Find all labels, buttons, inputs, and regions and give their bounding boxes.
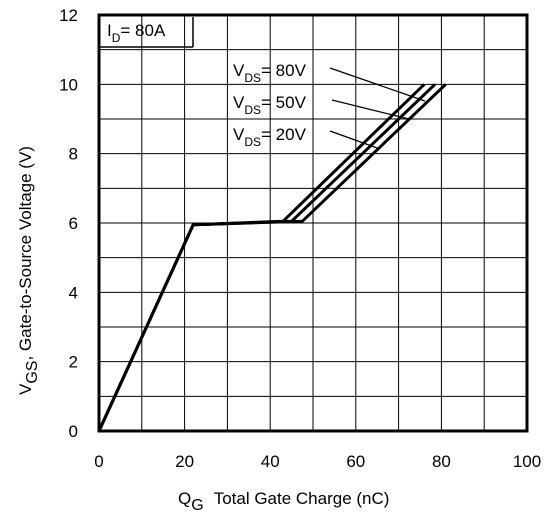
- svg-text:VDS= 50V: VDS= 50V: [233, 93, 307, 117]
- y-tick-label: 0: [69, 422, 78, 441]
- grid-lines: [99, 15, 527, 431]
- x-axis-title: QG Total Gate Charge (nC): [178, 489, 389, 514]
- condition-main: I: [107, 21, 112, 40]
- tick-labels: 0 20 40 60 80 100 0 2 4 6 8 10 12: [59, 6, 541, 471]
- series-line-20v: [97, 83, 447, 432]
- svg-text:VDS= 20V: VDS= 20V: [233, 125, 307, 149]
- x-tick-label: 80: [432, 452, 451, 471]
- y-tick-label: 6: [69, 214, 78, 233]
- condition-sub: D: [112, 31, 121, 45]
- plot-frame: [97, 13, 529, 433]
- y-axis-title: VGS, Gate-to-Source Voltage (V): [16, 146, 41, 395]
- x-tick-label: 40: [261, 452, 280, 471]
- y-tick-label: 10: [59, 75, 78, 94]
- series-label-50v: VDS= 50V: [233, 93, 410, 120]
- series-lines: [97, 83, 447, 432]
- svg-text:ID= 80A: ID= 80A: [107, 21, 166, 45]
- x-tick-label: 20: [175, 452, 194, 471]
- x-tick-label: 0: [94, 452, 103, 471]
- condition-annotation: ID= 80A: [100, 17, 194, 48]
- series-label-20v: VDS= 20V: [233, 125, 381, 150]
- series-label-80v: VDS= 80V: [233, 61, 426, 102]
- svg-text:VDS= 80V: VDS= 80V: [233, 61, 307, 85]
- x-tick-label: 60: [346, 452, 365, 471]
- y-tick-label: 8: [69, 145, 78, 164]
- y-tick-label: 2: [69, 353, 78, 372]
- x-tick-label: 100: [513, 452, 541, 471]
- y-tick-label: 12: [59, 6, 78, 25]
- condition-rest: = 80A: [120, 21, 166, 40]
- y-tick-label: 4: [69, 283, 78, 302]
